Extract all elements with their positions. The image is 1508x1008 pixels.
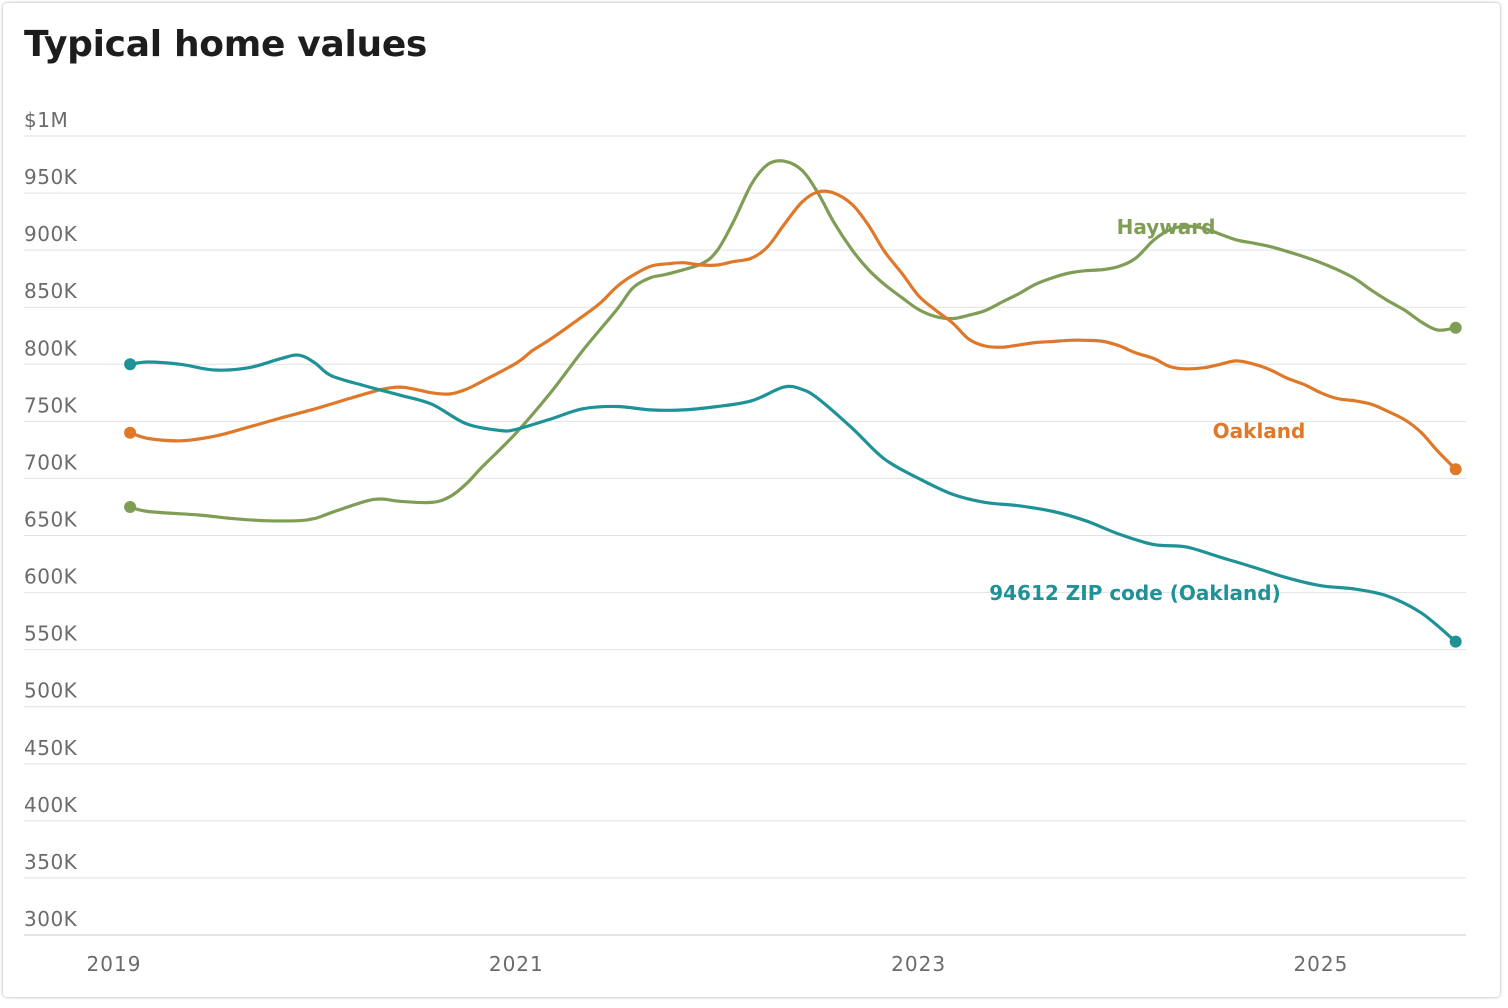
x-tick-label: 2021 xyxy=(489,952,544,976)
series-label-94612-zip-code-oakland: 94612 ZIP code (Oakland) xyxy=(989,581,1281,605)
series-label-hayward: Hayward xyxy=(1117,215,1216,239)
series-line-hayward xyxy=(128,159,1458,523)
y-tick-label: $1M xyxy=(24,108,68,132)
y-tick-label: 500K xyxy=(24,679,78,703)
series-end-point-94612-zip-code-oakland xyxy=(1449,635,1462,648)
x-tick-label: 2023 xyxy=(891,952,946,976)
y-tick-label: 650K xyxy=(24,508,78,532)
y-tick-label: 300K xyxy=(24,907,78,931)
y-tick-label: 400K xyxy=(24,793,78,817)
gridlines xyxy=(24,135,1466,936)
series-start-point-oakland xyxy=(124,426,137,439)
y-tick-label: 350K xyxy=(24,850,78,874)
y-tick-label: 700K xyxy=(24,450,78,474)
chart-title: Typical home values xyxy=(24,24,428,65)
series-end-point-hayward xyxy=(1449,321,1462,334)
series-start-point-hayward xyxy=(124,500,137,513)
y-tick-label: 850K xyxy=(24,279,78,303)
x-tick-label: 2019 xyxy=(87,952,142,976)
series-end-point-oakland xyxy=(1449,463,1462,476)
series-line-94612-zip-code-oakland xyxy=(128,353,1458,644)
x-tick-label: 2025 xyxy=(1293,952,1348,976)
x-axis-ticks: 2019 2021 2023 2025 xyxy=(87,952,1348,976)
series-label-oakland: Oakland xyxy=(1213,419,1306,443)
y-tick-label: 900K xyxy=(24,222,78,246)
series-labels: Hayward Oakland 94612 ZIP code (Oakland) xyxy=(989,215,1305,605)
y-tick-label: 950K xyxy=(24,165,78,189)
y-tick-label: 450K xyxy=(24,736,78,760)
y-axis-ticks: $1M 950K 900K 850K 800K 750K 700K 650K 600K 550K 5… xyxy=(24,108,78,931)
chart-card xyxy=(3,3,1500,997)
y-tick-label: 800K xyxy=(24,336,78,360)
y-tick-label: 750K xyxy=(24,393,78,417)
series-line-oakland xyxy=(128,189,1458,471)
y-tick-label: 550K xyxy=(24,622,78,646)
y-tick-label: 600K xyxy=(24,565,78,589)
series-lines xyxy=(124,159,1462,648)
series-start-point-94612-zip-code-oakland xyxy=(124,358,137,371)
